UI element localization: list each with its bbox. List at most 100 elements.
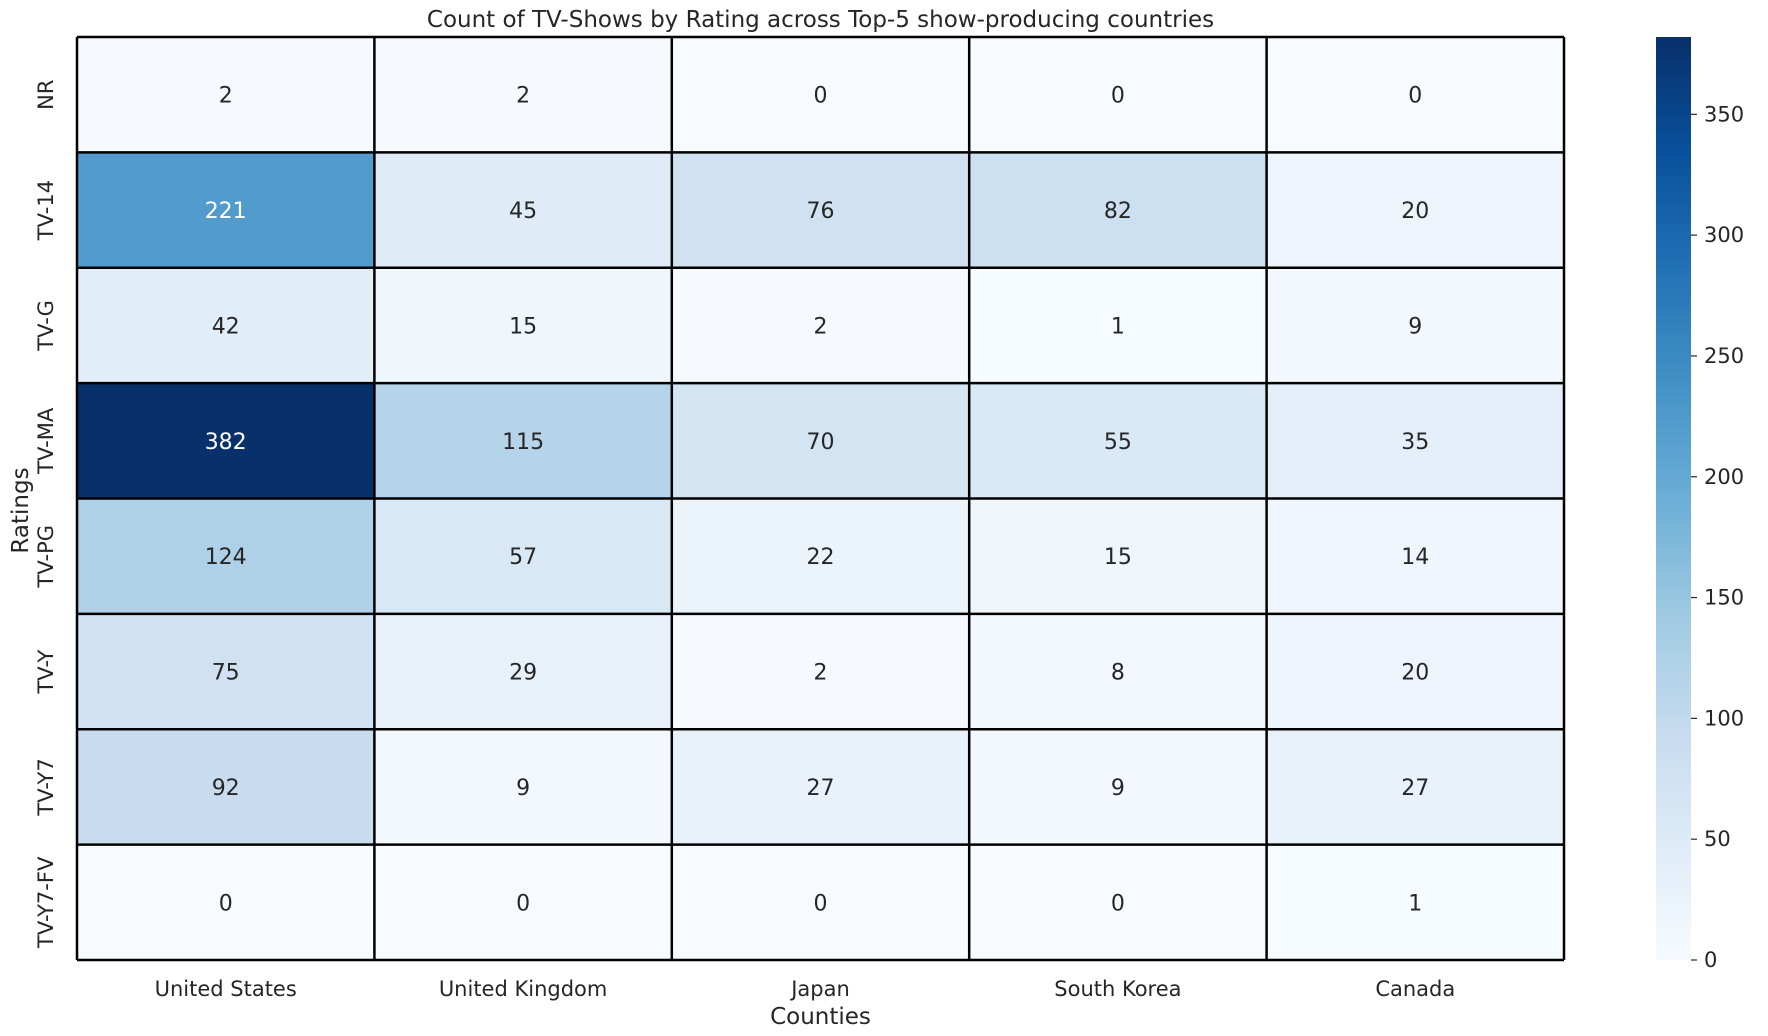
heatmap-cell	[374, 613, 672, 730]
heatmap-cell	[1266, 383, 1564, 499]
cell-value-label: 92	[212, 776, 240, 801]
cell-value-label: 45	[509, 199, 537, 224]
cell-value-label: 75	[212, 661, 240, 686]
cell-value-label: 0	[219, 891, 233, 916]
y-tick-label: TV-Y7-FV	[34, 856, 58, 949]
heatmap-cell	[1266, 498, 1564, 614]
heatmap-cell	[77, 152, 375, 268]
cell-value-label: 115	[502, 430, 544, 455]
cell-value-label: 82	[1104, 199, 1132, 224]
heatmap-cell	[1266, 613, 1564, 730]
chart-title: Count of TV-Shows by Rating across Top-5…	[427, 7, 1214, 33]
x-axis-label: Counties	[770, 1004, 871, 1030]
cell-value-label: 382	[205, 430, 247, 455]
heatmap-cell	[969, 37, 1267, 153]
heatmap-cell	[671, 152, 970, 268]
cell-value-label: 2	[814, 661, 828, 686]
heatmap-cell	[77, 613, 375, 730]
y-tick-label: TV-PG	[34, 525, 58, 588]
cell-value-label: 221	[205, 199, 247, 224]
x-tick-label: South Korea	[1054, 977, 1181, 1001]
heatmap-cell	[77, 267, 375, 384]
heatmap-cell	[374, 729, 672, 845]
cell-value-label: 20	[1401, 199, 1429, 224]
y-tick-label: TV-Y7	[34, 758, 58, 816]
colorbar-tick-label: 200	[1704, 465, 1744, 489]
colorbar-tick-label: 250	[1704, 344, 1744, 368]
heatmap-cell	[969, 267, 1267, 384]
cell-value-label: 0	[1111, 891, 1125, 916]
y-tick-label: TV-Y	[34, 649, 58, 694]
heatmap-cell	[671, 383, 970, 499]
colorbar-tick-label: 0	[1704, 948, 1717, 972]
heatmap-cell	[1266, 844, 1564, 960]
heatmap-cell	[671, 37, 970, 153]
heatmap-cell	[374, 152, 672, 268]
y-tick-label: NR	[34, 80, 58, 110]
x-tick-label: Japan	[789, 977, 850, 1001]
heatmap-cell	[671, 267, 970, 384]
y-tick-label: TV-G	[34, 300, 58, 352]
cell-value-label: 8	[1111, 661, 1125, 686]
cell-value-label: 124	[205, 545, 247, 570]
cell-value-label: 0	[1408, 84, 1422, 109]
cell-value-label: 29	[509, 661, 537, 686]
heatmap-cell	[671, 498, 970, 614]
cell-value-label: 57	[509, 545, 537, 570]
heatmap-cell	[374, 37, 672, 153]
heatmap-cell	[77, 383, 375, 499]
cell-value-label: 9	[1408, 314, 1422, 339]
cell-value-label: 9	[1111, 776, 1125, 801]
cell-value-label: 1	[1111, 314, 1125, 339]
colorbar-tick-label: 300	[1704, 223, 1744, 247]
heatmap-cell	[77, 729, 375, 845]
cell-value-label: 1	[1408, 891, 1422, 916]
cell-value-label: 15	[1104, 545, 1132, 570]
y-tick-label: TV-14	[34, 180, 58, 241]
cell-value-label: 35	[1401, 430, 1429, 455]
cell-value-label: 0	[516, 891, 530, 916]
heatmap-cell	[969, 498, 1267, 614]
cell-value-label: 20	[1401, 661, 1429, 686]
heatmap-cell	[1266, 267, 1564, 384]
colorbar-gradient	[1656, 37, 1691, 960]
colorbar: 0 50 100 150 200 250 300 350	[1656, 37, 1744, 972]
heatmap-cell	[1266, 37, 1564, 153]
heatmap-cell	[1266, 152, 1564, 268]
heatmap-cell	[969, 383, 1267, 499]
colorbar-tick-label: 50	[1704, 827, 1731, 851]
x-tick-labels: United States United Kingdom Japan South Ko…	[155, 977, 1456, 1001]
heatmap-cell	[374, 498, 672, 614]
heatmap-cell	[969, 152, 1267, 268]
cell-value-label: 27	[807, 776, 835, 801]
heatmap-cell	[374, 267, 672, 384]
heatmap-cell	[969, 729, 1267, 845]
cell-value-label: 0	[814, 84, 828, 109]
heatmap-cell	[671, 729, 970, 845]
heatmap-cell	[374, 383, 672, 499]
heatmap-cell	[77, 498, 375, 614]
cell-value-label: 15	[509, 314, 537, 339]
y-axis-label: Ratings	[8, 467, 34, 553]
heatmap-cell	[969, 844, 1267, 960]
cell-value-label: 2	[516, 84, 530, 109]
colorbar-tick-label: 150	[1704, 586, 1744, 610]
x-tick-label: United States	[155, 977, 297, 1001]
cell-value-label: 14	[1401, 545, 1429, 570]
colorbar-tick-label: 350	[1704, 102, 1744, 126]
x-tick-label: United Kingdom	[439, 977, 608, 1001]
y-tick-label: TV-MA	[34, 407, 58, 475]
heatmap-cell	[374, 844, 672, 960]
cell-value-label: 0	[814, 891, 828, 916]
cell-value-label: 27	[1401, 776, 1429, 801]
cell-value-label: 9	[516, 776, 530, 801]
heatmap-cell	[77, 844, 375, 960]
y-tick-labels: NR TV-14 TV-G TV-MA TV-PG TV-Y TV-Y7 TV-Y7-FV	[34, 80, 58, 949]
x-tick-label: Canada	[1375, 977, 1455, 1001]
heatmap-cell	[1266, 729, 1564, 845]
colorbar-tick-label: 100	[1704, 706, 1744, 730]
cell-value-label: 0	[1111, 84, 1125, 109]
cell-value-label: 70	[807, 430, 835, 455]
